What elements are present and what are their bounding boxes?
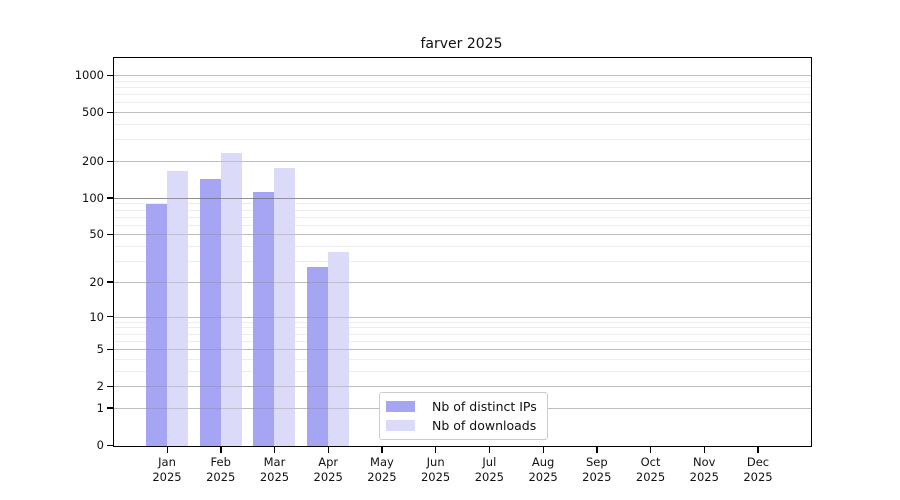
y-axis-tick-label: 2 xyxy=(96,379,104,394)
gridline-major xyxy=(114,75,811,77)
gridline-major xyxy=(114,161,811,163)
gridline-major xyxy=(114,112,811,114)
x-axis-tick xyxy=(703,447,706,453)
x-axis-tick xyxy=(327,447,329,453)
x-axis-tick xyxy=(757,447,759,453)
y-axis-tick-label: 5 xyxy=(96,342,104,357)
gridline-overlay xyxy=(114,281,811,283)
y-axis-tick xyxy=(107,160,114,162)
gridline-major xyxy=(114,281,811,283)
x-axis-tick-label: Oct 2025 xyxy=(635,455,666,484)
gridline-overlay xyxy=(114,75,811,77)
gridline-major xyxy=(114,349,811,351)
y-axis-tick-label: 500 xyxy=(82,105,104,120)
y-axis-tick-label: 10 xyxy=(89,309,104,324)
gridline-minor xyxy=(114,86,811,88)
x-axis-tick-label: Aug 2025 xyxy=(528,455,558,484)
bar-distinct-ips xyxy=(146,204,167,446)
bar-distinct-ips xyxy=(199,179,221,446)
gridline-minor xyxy=(114,139,811,141)
x-axis-tick xyxy=(650,447,652,453)
y-axis-tick-label: 1 xyxy=(96,400,104,415)
y-axis-tick-label: 1000 xyxy=(74,68,104,83)
gridline-minor xyxy=(114,224,811,226)
bar-downloads xyxy=(274,168,296,446)
gridline-overlay xyxy=(114,234,811,236)
legend-item-distinct-ips: Nb of distinct IPs xyxy=(386,399,537,414)
x-axis-tick xyxy=(381,447,383,453)
x-axis-tick-label: Sep 2025 xyxy=(582,455,612,484)
legend-label-distinct-ips: Nb of distinct IPs xyxy=(432,399,537,414)
x-axis-tick-label: Dec 2025 xyxy=(743,455,773,484)
legend-swatch-distinct-ips xyxy=(386,401,415,412)
gridline-overlay xyxy=(114,112,811,114)
x-axis-tick-label: Nov 2025 xyxy=(689,455,719,484)
legend-label-downloads: Nb of downloads xyxy=(432,418,537,433)
y-axis-tick xyxy=(107,74,114,76)
y-axis-tick xyxy=(107,444,114,446)
y-axis-tick-label: 200 xyxy=(82,154,104,169)
y-axis-tick xyxy=(107,385,114,387)
bar-distinct-ips xyxy=(307,266,329,446)
x-axis-tick-label: Jul 2025 xyxy=(474,455,504,484)
gridline-minor xyxy=(114,102,811,104)
bar-distinct-ips xyxy=(253,191,275,446)
gridline-minor xyxy=(114,216,811,218)
bar-downloads xyxy=(328,251,350,446)
bar-downloads xyxy=(167,171,188,446)
y-axis-tick xyxy=(107,407,114,409)
legend: Nb of distinct IPs Nb of downloads xyxy=(379,392,548,440)
bar-downloads xyxy=(220,153,242,446)
gridline-major xyxy=(114,386,811,388)
gridline-overlay xyxy=(114,316,811,318)
x-axis-tick xyxy=(596,447,598,453)
plot-area: Nb of distinct IPs Nb of downloads 0 1 2 5 1… xyxy=(75,57,812,484)
legend-swatch-downloads xyxy=(386,420,415,431)
chart-title: farver 2025 xyxy=(420,36,503,52)
x-axis-tick xyxy=(542,447,544,453)
x-axis-tick-label: Jun 2025 xyxy=(420,455,451,484)
gridline-minor xyxy=(114,340,811,342)
y-axis-tick xyxy=(107,111,114,113)
gridline-minor xyxy=(114,327,811,329)
x-axis-tick-label: May 2025 xyxy=(367,455,397,484)
x-axis-tick xyxy=(435,447,437,453)
legend-item-downloads: Nb of downloads xyxy=(386,418,537,433)
y-axis-tick-label: 50 xyxy=(89,227,104,242)
gridline-overlay xyxy=(114,197,811,199)
y-axis-tick xyxy=(107,233,114,236)
y-axis-tick xyxy=(107,316,114,318)
y-axis-tick-label: 0 xyxy=(96,438,104,452)
gridline-major xyxy=(114,234,811,236)
gridline-minor xyxy=(114,203,811,205)
gridline-minor xyxy=(114,209,811,211)
gridline-overlay xyxy=(114,349,811,351)
gridline-overlay xyxy=(114,386,811,388)
gridline-minor xyxy=(114,80,811,82)
x-axis-tick xyxy=(273,447,276,453)
gridline-minor xyxy=(114,94,811,96)
y-axis-tick xyxy=(107,197,114,199)
y-axis-tick-label: 100 xyxy=(82,190,104,205)
gridline-major xyxy=(114,316,811,318)
y-axis-tick-label: 20 xyxy=(89,274,104,289)
gridline-minor xyxy=(114,333,811,335)
gridline-minor xyxy=(114,321,811,323)
gridline-minor xyxy=(114,124,811,126)
gridline-minor xyxy=(114,246,811,248)
y-axis-tick xyxy=(107,281,114,283)
gridline-minor xyxy=(114,370,811,372)
gridline-overlay xyxy=(114,161,811,163)
gridline-minor xyxy=(114,261,811,263)
x-axis-tick xyxy=(488,447,491,453)
x-axis-tick xyxy=(166,447,168,453)
x-axis-tick-label: Feb 2025 xyxy=(206,455,236,484)
x-axis-tick-label: Mar 2025 xyxy=(259,455,290,484)
y-axis-tick xyxy=(107,348,114,350)
gridline-minor xyxy=(114,358,811,360)
x-axis-tick-label: Jan 2025 xyxy=(152,455,182,484)
x-axis-tick-label: Apr 2025 xyxy=(313,455,343,484)
x-axis-tick xyxy=(220,447,222,453)
